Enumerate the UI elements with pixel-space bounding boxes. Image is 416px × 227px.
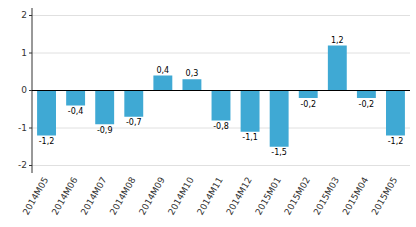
bar xyxy=(182,79,201,90)
x-tick-label: 2014M11 xyxy=(195,175,225,216)
zero-line xyxy=(32,90,410,91)
bars xyxy=(37,46,405,147)
x-tick-label: 2015M04 xyxy=(341,175,371,217)
data-label: -1,1 xyxy=(242,133,258,142)
x-tick-label: 2014M08 xyxy=(108,175,138,217)
x-tick-label: 2015M05 xyxy=(370,175,400,216)
data-label: -1,5 xyxy=(271,148,287,157)
bar xyxy=(328,46,347,91)
x-tick-label: 2014M07 xyxy=(79,175,109,216)
data-label: -0,4 xyxy=(68,107,84,116)
grid-line xyxy=(32,90,410,91)
x-tick-label: 2015M03 xyxy=(311,175,341,216)
grid xyxy=(32,16,410,166)
x-axis: 2014M052014M062014M072014M082014M092014M… xyxy=(21,175,400,217)
y-axis: -2 -1 0 1 2 xyxy=(18,8,32,173)
data-labels: -1,2 -0,4 -0,9 -0,7 0,4 0,3 -0,8 -1,1 -1,5 -0,2 1,… xyxy=(39,36,404,158)
data-label: -0,2 xyxy=(300,100,316,109)
y-tick-label: 1 xyxy=(21,48,27,58)
chart-container: -2-1012-1,2-0,4-0,9-0,70,40,3-0,8-1,1-1,… xyxy=(0,0,416,227)
y-tick-label: 2 xyxy=(21,10,27,20)
data-label: -0,8 xyxy=(213,122,229,131)
bar xyxy=(357,91,376,99)
x-tick-label: 2014M06 xyxy=(50,175,80,217)
bar xyxy=(66,91,85,106)
bar xyxy=(153,76,172,91)
y-tick-label: -2 xyxy=(18,160,27,170)
y-tick-label: 0 xyxy=(21,85,27,95)
y-tick-label: -1 xyxy=(18,123,27,133)
grid-line xyxy=(32,165,410,166)
data-label: -0,7 xyxy=(126,118,142,127)
data-label: -0,2 xyxy=(359,100,375,109)
bar xyxy=(270,91,289,147)
chart-svg: -2-1012-1,2-0,4-0,9-0,70,40,3-0,8-1,1-1,… xyxy=(0,0,416,227)
bar xyxy=(386,91,405,136)
x-tick-label: 2014M12 xyxy=(224,175,254,216)
x-tick-label: 2014M05 xyxy=(21,175,51,216)
bar xyxy=(241,91,260,132)
data-label: 0,3 xyxy=(186,69,199,78)
data-label: -1,2 xyxy=(388,137,404,146)
bar xyxy=(299,91,318,99)
grid-line xyxy=(32,15,410,16)
x-tick-label: 2015M01 xyxy=(253,175,283,216)
bar xyxy=(124,91,143,117)
x-tick-label: 2014M10 xyxy=(166,175,196,217)
x-tick-label: 2014M09 xyxy=(137,175,167,217)
bar xyxy=(95,91,114,125)
data-label: -1,2 xyxy=(39,137,55,146)
grid-line xyxy=(32,53,410,54)
bar xyxy=(212,91,231,121)
bar xyxy=(37,91,56,136)
data-label: 0,4 xyxy=(156,66,169,75)
data-label: -0,9 xyxy=(97,126,113,135)
x-tick-label: 2015M02 xyxy=(282,175,312,216)
data-label: 1,2 xyxy=(331,36,344,45)
